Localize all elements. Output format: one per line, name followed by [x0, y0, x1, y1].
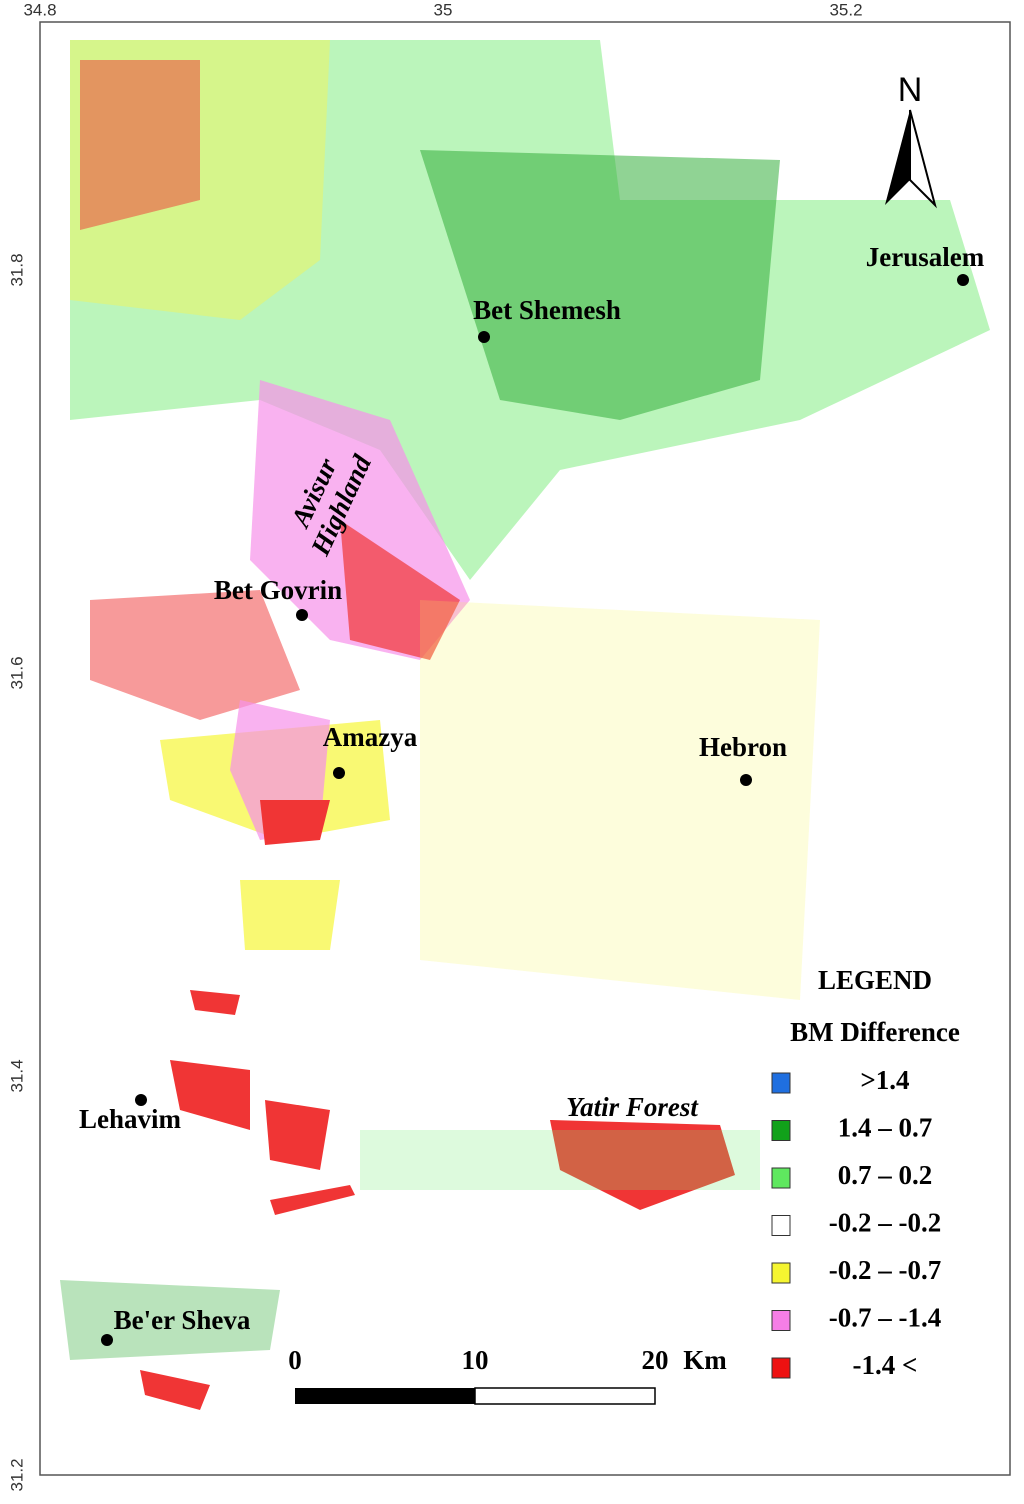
- place-label: Jerusalem: [866, 242, 985, 272]
- legend-label: -1.4 <: [853, 1350, 918, 1380]
- lat-tick-label: 31.2: [7, 1458, 26, 1491]
- place-dot: [333, 767, 345, 779]
- place-label: Lehavim: [79, 1104, 182, 1134]
- north-arrow: [885, 109, 937, 209]
- legend-subtitle: BM Difference: [790, 1017, 960, 1047]
- place-dot: [296, 609, 308, 621]
- scale-unit: Km: [683, 1345, 727, 1375]
- place-dot: [135, 1094, 147, 1106]
- map-imagery: [60, 40, 990, 1410]
- north-label: N: [898, 71, 923, 109]
- scale-label: 0: [288, 1345, 302, 1375]
- lat-tick-label: 31.4: [7, 1059, 26, 1092]
- legend-swatch: [771, 1215, 791, 1236]
- scale-bar-white: [474, 1387, 656, 1405]
- scale-label: 10: [462, 1345, 489, 1375]
- place-dot: [478, 331, 490, 343]
- place-dot: [101, 1334, 113, 1346]
- legend-label: -0.2 – -0.2: [829, 1208, 941, 1238]
- place-label: Hebron: [699, 732, 787, 762]
- scale-bar-black: [295, 1388, 475, 1404]
- legend-title: LEGEND: [818, 965, 932, 995]
- legend-label: >1.4: [860, 1065, 909, 1095]
- place-dot: [957, 274, 969, 286]
- place-dot: [740, 774, 752, 786]
- lat-tick-label: 31.6: [7, 656, 26, 689]
- lon-tick-label: 35: [434, 0, 453, 19]
- legend-swatch: [771, 1167, 791, 1189]
- place-label: Be'er Sheva: [114, 1305, 251, 1335]
- place-label: Bet Govrin: [214, 575, 342, 605]
- legend-label: -0.2 – -0.7: [829, 1255, 941, 1285]
- place-label: Amazya: [323, 722, 418, 752]
- region-label: Yatir Forest: [566, 1092, 699, 1122]
- legend-swatch: [771, 1072, 791, 1094]
- legend-label: 1.4 – 0.7: [838, 1113, 933, 1143]
- place-label: Bet Shemesh: [473, 295, 621, 325]
- legend-label: 0.7 – 0.2: [838, 1160, 933, 1190]
- legend-swatch: [771, 1310, 791, 1331]
- legend-swatch: [771, 1357, 791, 1379]
- lat-tick-label: 31.8: [7, 253, 26, 286]
- legend-label: -0.7 – -1.4: [829, 1303, 941, 1333]
- lon-tick-label: 34.8: [23, 0, 56, 19]
- legend-swatch: [771, 1120, 791, 1141]
- map-frame: [39, 21, 1011, 1476]
- scale-label: 20: [642, 1345, 669, 1375]
- lon-tick-label: 35.2: [829, 0, 862, 19]
- legend-swatch: [771, 1262, 791, 1284]
